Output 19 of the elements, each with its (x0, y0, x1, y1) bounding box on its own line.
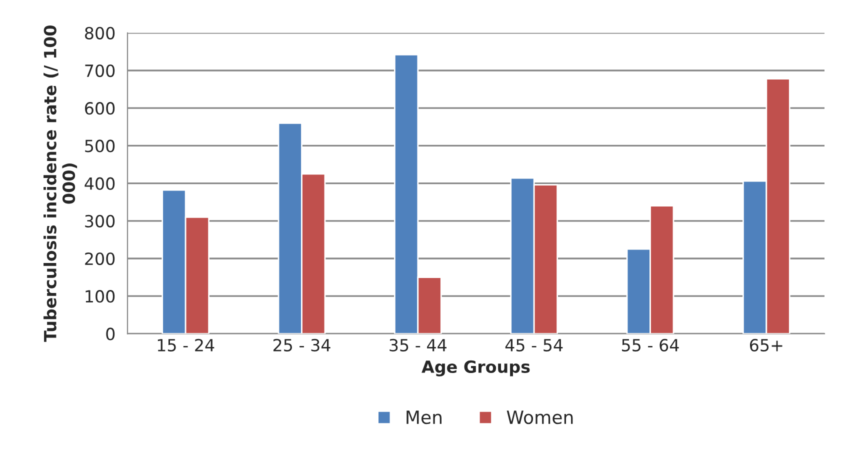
x-tick-label: 55 - 64 (622, 338, 679, 352)
y-tick-label: 100 (86, 290, 115, 303)
x-tick-label: 15 - 24 (158, 338, 214, 352)
x-tick-label: 25 - 34 (273, 338, 330, 352)
x-tick-label: 45 - 54 (505, 339, 563, 352)
y-tick-label: 600 (85, 102, 115, 115)
x-tick-label: 65+ (750, 338, 782, 352)
y-tick-label: 800 (85, 26, 115, 40)
y-tick-label: 0 (106, 328, 115, 340)
y-tick-label: 700 (85, 64, 115, 78)
y-tick-label: 300 (85, 214, 115, 228)
y-axis-title: Tuberculosis incidence rate (/ 100 000) (44, 25, 78, 342)
y-tick-label: 200 (85, 252, 115, 266)
legend-label: Men (406, 410, 442, 424)
y-tick-label: 500 (85, 140, 115, 152)
x-tick-label: 35 - 44 (390, 338, 446, 352)
x-axis-title: Age Groups (422, 360, 530, 376)
y-tick-label: 400 (84, 177, 115, 190)
legend-label: Women (506, 410, 573, 424)
